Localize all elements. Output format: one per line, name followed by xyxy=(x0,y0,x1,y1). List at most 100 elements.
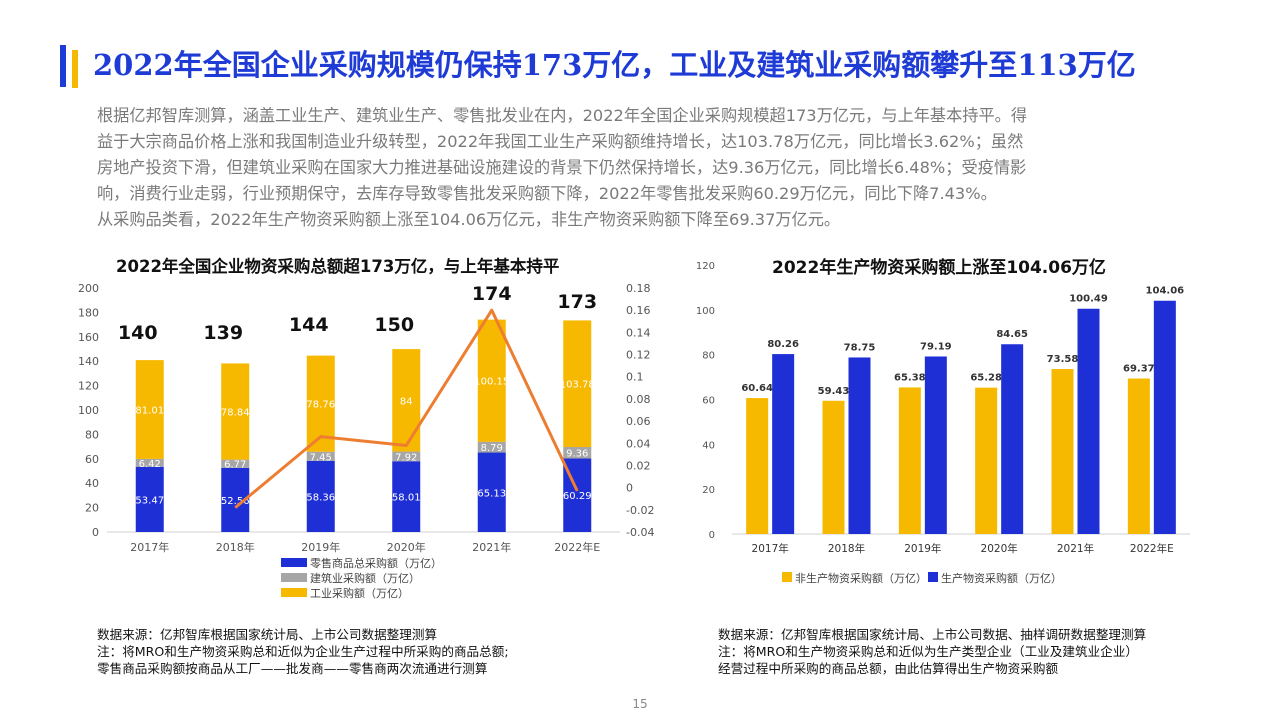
y-tick-label: 200 xyxy=(78,282,99,295)
bar-segment xyxy=(135,360,164,459)
y2-tick-label: 0.16 xyxy=(626,304,651,317)
bar xyxy=(746,398,769,534)
y-tick-label: 40 xyxy=(85,477,99,490)
bar-segment xyxy=(477,452,506,532)
page-number: 15 xyxy=(632,697,648,711)
data-label: 100.49 xyxy=(1069,294,1108,305)
legend-label: 生产物资采购额（万亿） xyxy=(941,571,1062,585)
bar xyxy=(1001,344,1024,534)
y-tick-label: 0 xyxy=(92,526,99,539)
bar xyxy=(924,356,947,534)
data-label: 100.15 xyxy=(474,377,509,388)
bar-segment xyxy=(477,319,506,442)
data-label: 59.43 xyxy=(818,386,850,397)
bar xyxy=(975,387,998,534)
growth-line xyxy=(234,308,579,509)
bar xyxy=(822,400,845,534)
data-label: 103.78 xyxy=(560,380,595,391)
y2-tick-label: 0.14 xyxy=(626,326,651,339)
bar-segment xyxy=(392,461,421,532)
data-label: 8.79 xyxy=(481,443,503,454)
data-label: 79.19 xyxy=(920,341,952,352)
data-label: 104.06 xyxy=(1146,286,1185,297)
data-label: 52.56 xyxy=(221,496,250,507)
data-label: 69.37 xyxy=(1123,363,1155,374)
y2-tick-label: 0.04 xyxy=(626,437,651,450)
summary-paragraph: 根据亿邦智库测算，涵盖工业生产、建筑业生产、零售批发业在内，2022年全国企业采… xyxy=(97,103,1182,233)
footnote-left: 数据来源：亿邦智库根据国家统计局、上市公司数据整理测算 注：将MRO和生产物资采… xyxy=(97,626,509,677)
bar xyxy=(1127,378,1150,534)
y-tick-label: 20 xyxy=(85,502,99,515)
y-tick-label: 40 xyxy=(702,440,715,451)
footnote-line: 经营过程中所采购的商品总额，由此估算得出生产物资采购额 xyxy=(718,661,1059,676)
bar xyxy=(772,354,795,534)
y2-tick-label: 0.02 xyxy=(626,459,651,472)
bar xyxy=(848,357,871,534)
footnote-line: 数据来源：亿邦智库根据国家统计局、上市公司数据整理测算 xyxy=(97,627,438,642)
summary-line: 根据亿邦智库测算，涵盖工业生产、建筑业生产、零售批发业在内，2022年全国企业采… xyxy=(97,106,1028,125)
y-tick-label: 180 xyxy=(78,306,99,319)
y2-tick-label: 0.1 xyxy=(626,371,644,384)
bar-segment xyxy=(563,320,592,448)
bar-segment xyxy=(563,447,592,459)
legend-swatch xyxy=(281,588,307,597)
data-label: 53.47 xyxy=(135,495,164,506)
y2-tick-label: -0.04 xyxy=(626,526,654,539)
x-tick-label: 2018年 xyxy=(216,540,255,554)
x-tick-label: 2022年E xyxy=(1130,542,1174,555)
x-tick-label: 2021年 xyxy=(472,540,511,554)
y-tick-label: 120 xyxy=(696,261,715,272)
data-label: 58.36 xyxy=(306,492,335,503)
data-label: 78.75 xyxy=(844,342,876,353)
data-label: 65.13 xyxy=(477,488,506,499)
footnote-line: 注：将MRO和生产物资采购总和近似为生产类型企业（工业及建筑业企业） xyxy=(718,644,1138,659)
bar-segment xyxy=(392,451,421,462)
data-label: 78.76 xyxy=(306,400,335,411)
bar xyxy=(1153,300,1176,534)
data-label: 65.28 xyxy=(970,373,1002,384)
y-tick-label: 60 xyxy=(85,453,99,466)
bar xyxy=(1077,308,1100,534)
y-tick-label: 0 xyxy=(709,530,715,541)
footnote-line: 数据来源：亿邦智库根据国家统计局、上市公司数据、抽样调研数据整理测算 xyxy=(718,627,1147,642)
bar-segment xyxy=(221,459,250,468)
y-tick-label: 100 xyxy=(696,306,715,317)
bar-segment xyxy=(135,458,164,467)
stacked-bar-chart: 0 20 40 60 80 100 120 140 160 180 200 -0.04 -0.02 0 0.… xyxy=(78,282,654,600)
total-label: 174 xyxy=(472,283,512,305)
data-label: 84.65 xyxy=(996,329,1028,340)
data-label: 84 xyxy=(400,396,413,407)
y-tick-label: 120 xyxy=(78,380,99,393)
y2-tick-label: -0.02 xyxy=(626,504,654,517)
x-tick-label: 2021年 xyxy=(1057,542,1094,555)
chart-1-title: 2022年全国企业物资采购总额超173万亿，与上年基本持平 xyxy=(116,257,560,276)
bar-segment xyxy=(392,349,421,452)
data-label: 7.45 xyxy=(310,452,332,463)
x-tick-label: 2020年 xyxy=(387,540,426,554)
y-tick-label: 80 xyxy=(702,351,715,362)
footnote-right: 数据来源：亿邦智库根据国家统计局、上市公司数据、抽样调研数据整理测算 注：将MR… xyxy=(718,626,1146,677)
page-title: 2022年全国企业采购规模仍保持173万亿，工业及建筑业采购额攀升至113万亿 xyxy=(93,48,1136,82)
summary-line: 响，消费行业走弱，行业预期保守，去库存导致零售批发采购额下降，2022年零售批发… xyxy=(97,184,997,203)
legend-swatch xyxy=(281,573,307,582)
data-label: 78.84 xyxy=(221,408,250,419)
summary-line: 益于大宗商品价格上涨和我国制造业升级转型，2022年我国工业生产采购额维持增长，… xyxy=(97,132,1024,151)
data-label: 6.77 xyxy=(224,460,246,471)
y-tick-label: 60 xyxy=(702,396,715,407)
y-tick-label: 100 xyxy=(78,404,99,417)
data-label: 80.26 xyxy=(767,339,799,350)
y-tick-label: 160 xyxy=(78,331,99,344)
legend-swatch xyxy=(782,572,792,582)
bar-segment xyxy=(477,441,506,453)
y2-tick-label: 0.08 xyxy=(626,393,651,406)
data-label: 6.42 xyxy=(139,459,161,470)
total-label: 139 xyxy=(203,322,243,344)
bar-segment xyxy=(306,451,335,461)
x-tick-label: 2022年E xyxy=(554,540,600,554)
x-tick-label: 2017年 xyxy=(130,540,169,554)
y2-tick-label: 0 xyxy=(626,482,633,495)
legend-label: 建筑业采购额（万亿） xyxy=(310,571,420,585)
summary-line: 从采购品类看，2022年生产物资采购额上涨至104.06万亿元，非生产物资采购额… xyxy=(97,210,841,229)
total-label: 150 xyxy=(374,314,414,336)
grouped-bar-chart: 0 20 40 60 80 100 120 60.64 80.26 2017年 59.43 78.75… xyxy=(696,261,1190,585)
